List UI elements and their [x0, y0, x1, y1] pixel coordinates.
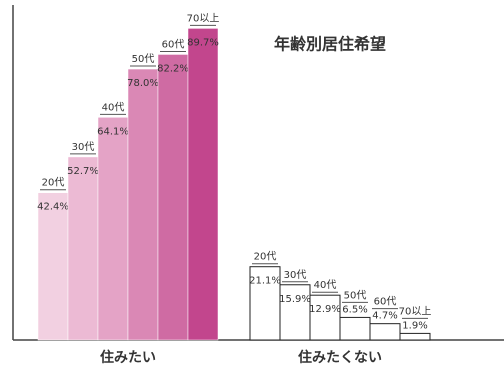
chart-title: 年齢別居住希望: [274, 35, 386, 54]
bar: [67, 156, 99, 341]
value-label: 78.0%: [127, 78, 159, 89]
age-label: 50代: [132, 53, 155, 65]
age-label: 70以上: [399, 305, 432, 317]
age-label: 20代: [42, 177, 65, 189]
age-label: 70以上: [187, 12, 220, 24]
age-label: 30代: [72, 141, 95, 153]
bar: [127, 68, 159, 341]
value-label: 21.1%: [249, 276, 281, 287]
bar: [369, 323, 401, 341]
bar: [97, 117, 129, 341]
age-label: 20代: [254, 251, 277, 263]
value-label: 1.9%: [402, 320, 427, 331]
value-label: 89.7%: [187, 37, 219, 48]
group-label: 住みたくない: [298, 349, 382, 366]
age-label: 60代: [162, 38, 185, 50]
age-label: 50代: [344, 289, 367, 301]
age-label: 40代: [102, 101, 125, 113]
value-label: 4.7%: [372, 311, 397, 322]
bar: [157, 54, 189, 341]
value-label: 15.9%: [279, 294, 311, 305]
value-label: 12.9%: [309, 304, 341, 315]
value-label: 6.5%: [342, 304, 367, 315]
age-label: 40代: [314, 279, 337, 291]
value-label: 64.1%: [97, 126, 129, 137]
age-label: 30代: [284, 269, 307, 281]
age-label: 60代: [374, 296, 397, 308]
bar: [279, 284, 311, 341]
bar: [309, 294, 341, 341]
bar: [399, 332, 431, 341]
value-label: 52.7%: [67, 166, 99, 177]
bar: [339, 316, 371, 341]
bar: [187, 28, 219, 341]
bar: [37, 192, 69, 341]
group-label: 住みたい: [100, 349, 156, 366]
bar: [249, 266, 281, 341]
value-label: 82.2%: [157, 63, 189, 74]
value-label: 42.4%: [37, 202, 69, 213]
